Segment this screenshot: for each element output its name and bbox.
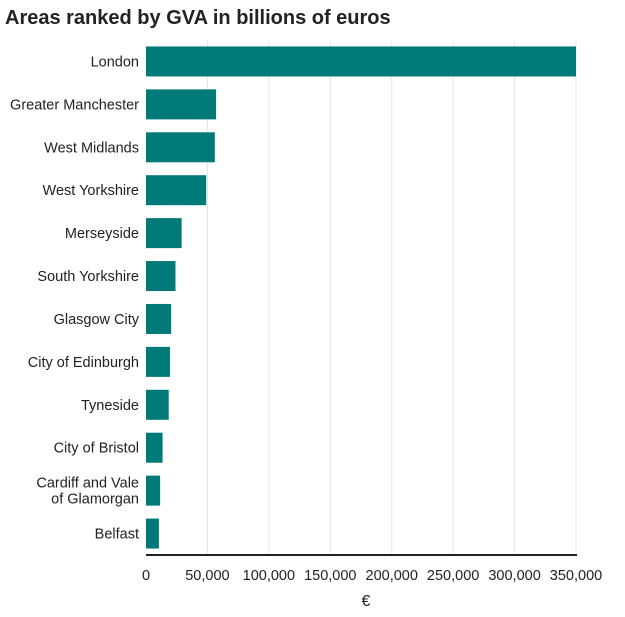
bar xyxy=(146,46,576,77)
category-label: Belfast xyxy=(95,527,139,543)
bar xyxy=(146,261,176,292)
x-tick-label: 100,000 xyxy=(243,568,295,584)
bars xyxy=(146,46,576,549)
category-label-line: of Glamorgan xyxy=(51,492,139,508)
category-label-line: Greater Manchester xyxy=(10,97,139,113)
bar xyxy=(146,132,215,163)
x-tick-label: 0 xyxy=(142,568,150,584)
category-label-line: Tyneside xyxy=(81,398,139,414)
bar xyxy=(146,303,172,334)
category-label-line: Belfast xyxy=(95,527,139,543)
category-label: London xyxy=(91,54,139,70)
x-tick-label: 200,000 xyxy=(366,568,418,584)
bar xyxy=(146,218,182,249)
x-tick-labels: 0 50,000 100,000 150,000 200,000 250,000 300,0… xyxy=(142,568,602,584)
chart-title: Areas ranked by GVA in billions of euros xyxy=(5,7,391,29)
category-label-line: West Yorkshire xyxy=(43,183,139,199)
bar xyxy=(146,175,207,206)
x-axis-title: € xyxy=(362,593,371,610)
bar xyxy=(146,89,217,120)
category-label-line: Merseyside xyxy=(65,226,139,242)
category-label: City of Bristol xyxy=(54,441,139,457)
category-label-line: City of Bristol xyxy=(54,441,139,457)
category-labels: London Greater Manchester West Midlands Wes… xyxy=(10,54,140,542)
bar xyxy=(146,346,170,377)
category-label-line: Cardiff and Vale xyxy=(36,476,139,492)
bar xyxy=(146,518,159,549)
category-label-line: London xyxy=(91,54,139,70)
category-label: Greater Manchester xyxy=(10,97,139,113)
x-tick-label: 300,000 xyxy=(488,568,540,584)
gridlines xyxy=(206,40,577,555)
bar xyxy=(146,475,161,506)
category-label: South Yorkshire xyxy=(37,269,139,285)
category-label-line: City of Edinburgh xyxy=(28,355,139,371)
category-label: Tyneside xyxy=(81,398,139,414)
category-label: Cardiff and Vale of Glamorgan xyxy=(36,476,139,508)
x-tick-label: 250,000 xyxy=(427,568,479,584)
bar xyxy=(146,389,169,420)
category-label: West Yorkshire xyxy=(43,183,139,199)
category-label: Merseyside xyxy=(65,226,139,242)
category-label: West Midlands xyxy=(44,140,139,156)
category-label-line: South Yorkshire xyxy=(37,269,139,285)
category-label-line: West Midlands xyxy=(44,140,139,156)
x-tick-label: 350,000 xyxy=(550,568,602,584)
x-tick-label: 50,000 xyxy=(185,568,229,584)
bar xyxy=(146,432,163,463)
category-label-line: Glasgow City xyxy=(54,312,140,328)
x-tick-label: 150,000 xyxy=(304,568,356,584)
category-label: City of Edinburgh xyxy=(28,355,139,371)
category-label: Glasgow City xyxy=(54,312,140,328)
